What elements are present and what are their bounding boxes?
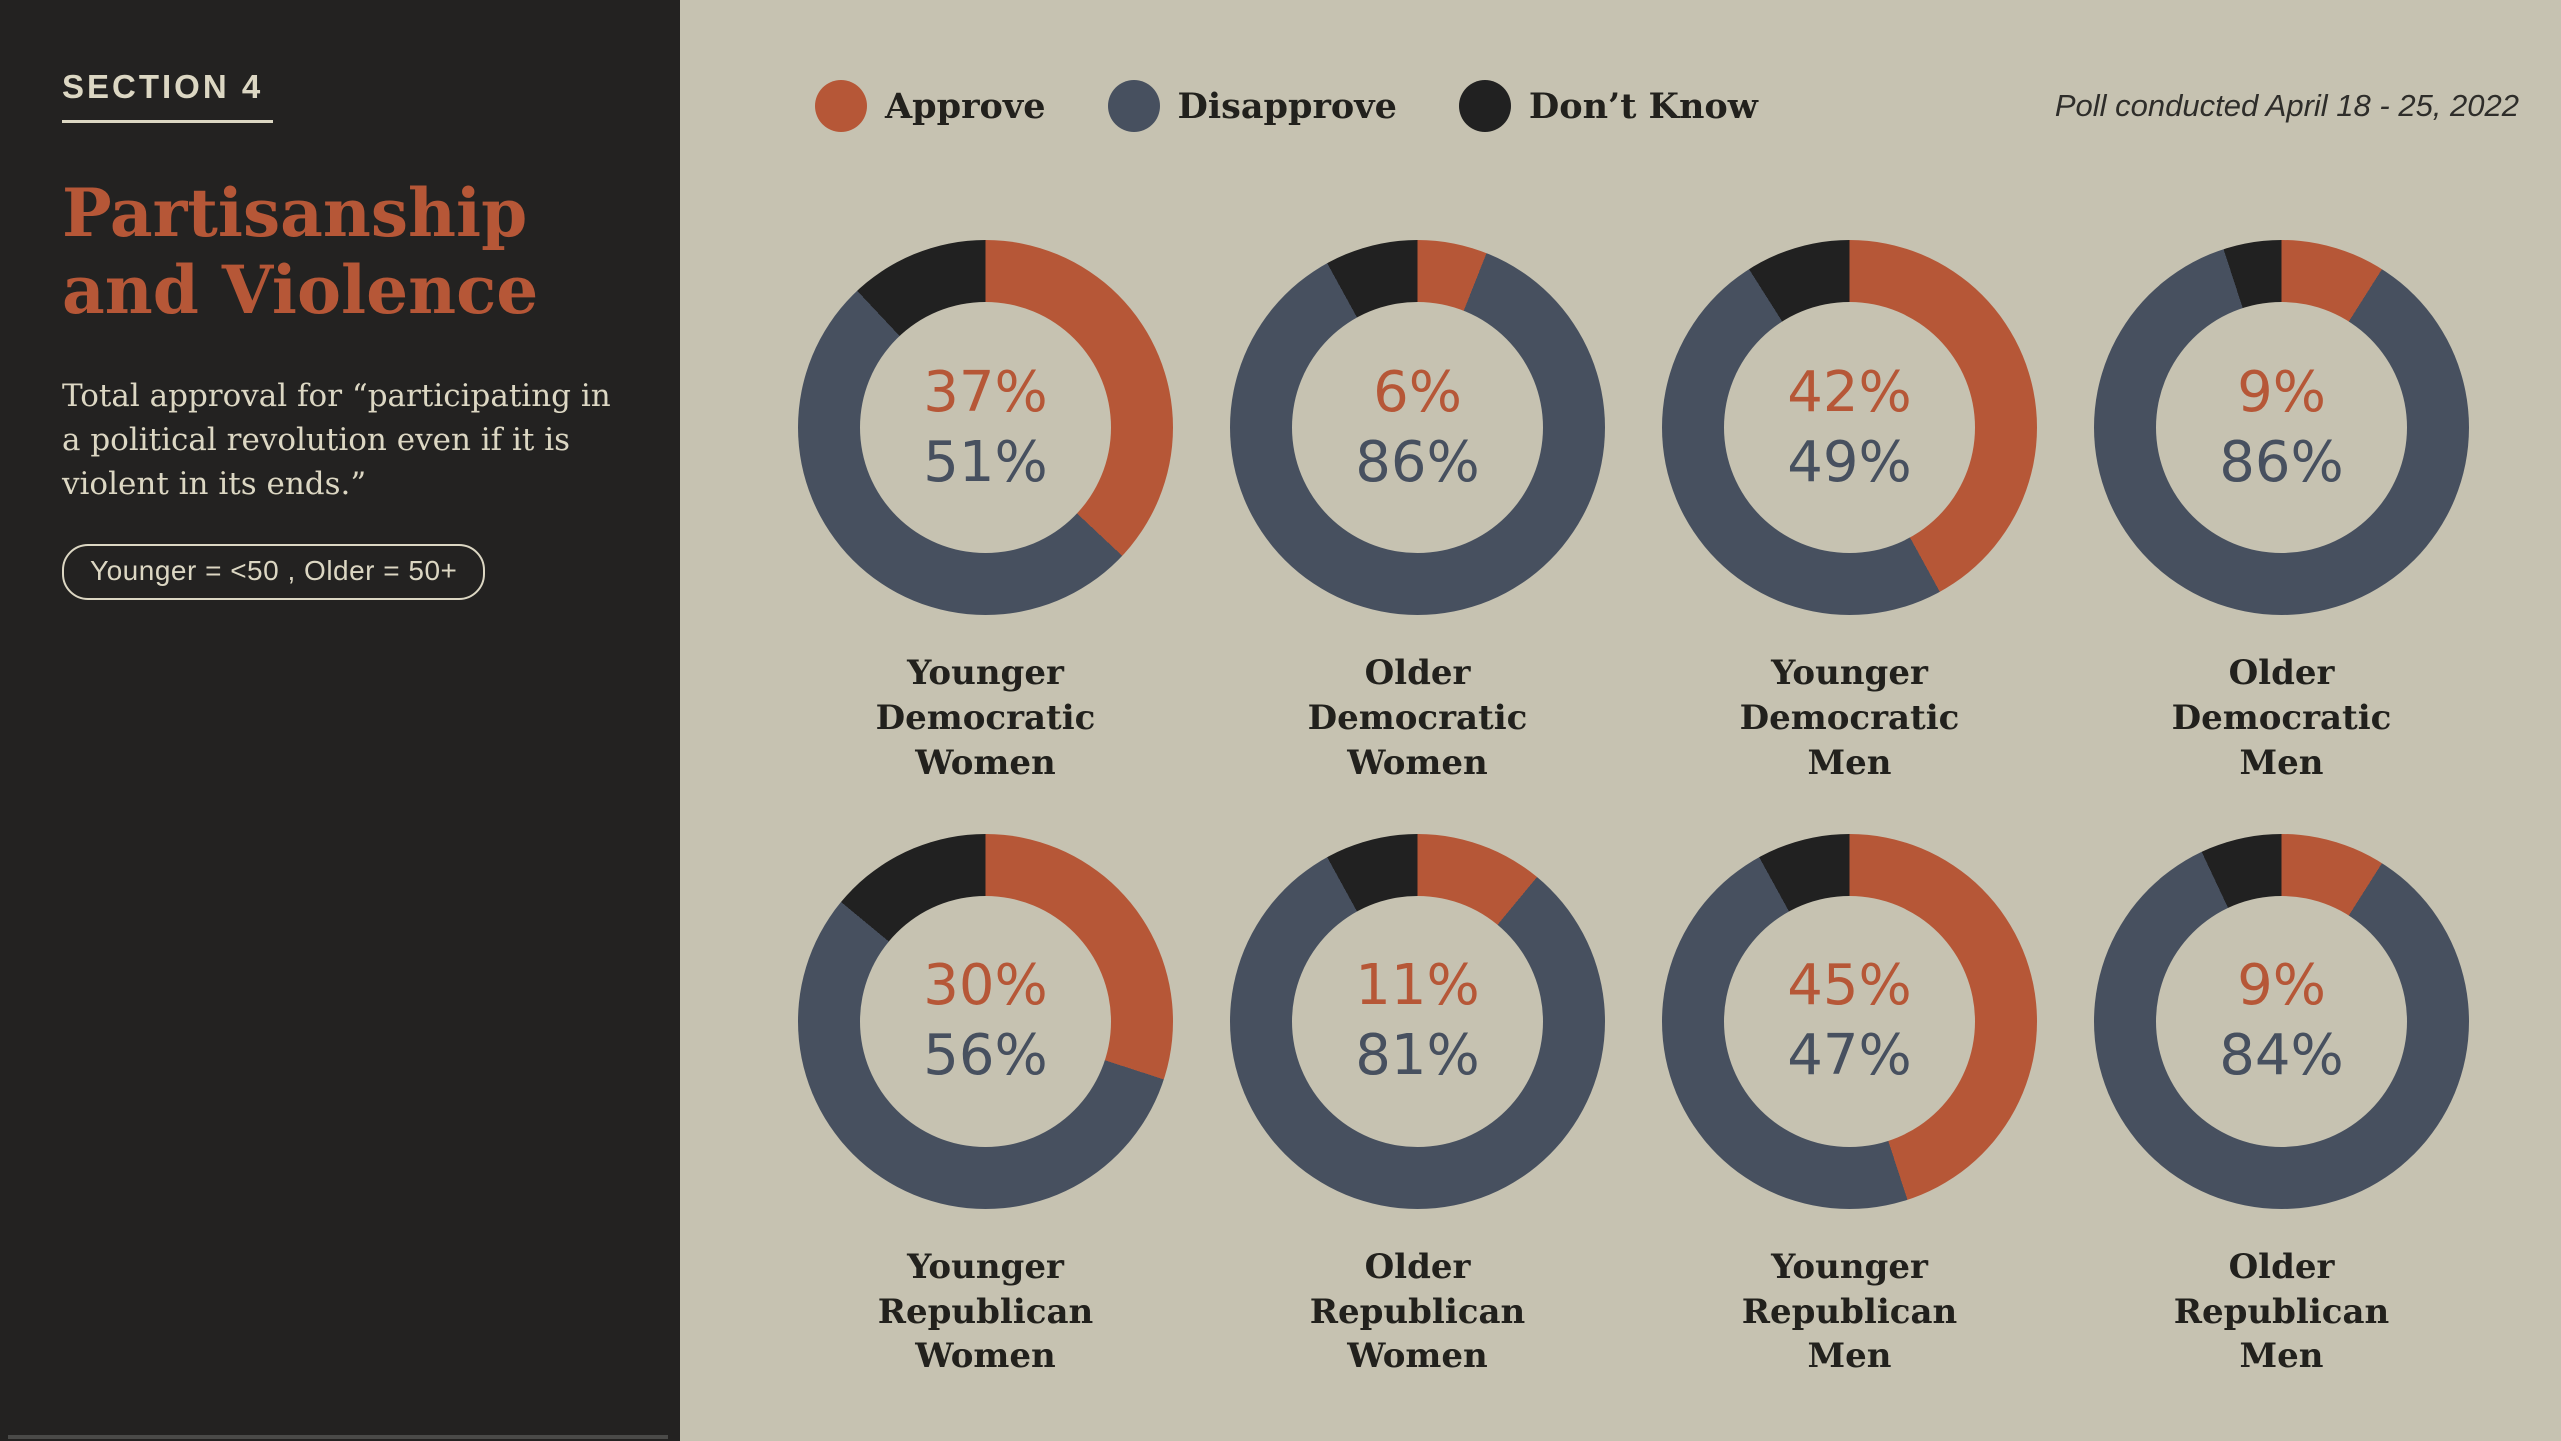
donut-hole: 6% 86% bbox=[1292, 302, 1543, 553]
donut-hole: 45% 47% bbox=[1724, 895, 1975, 1147]
donut-chart-grid: 37% 51% Younger Democratic Women 6% 86% Ol… bbox=[680, 240, 2561, 1379]
poll-date-note: Poll conducted April 18 - 25, 2022 bbox=[2054, 88, 2519, 123]
chart-header: Approve Disapprove Don’t Know Poll condu… bbox=[680, 80, 2561, 132]
donut-hole: 42% 49% bbox=[1724, 302, 1975, 553]
approve-percentage: 9% bbox=[2237, 359, 2326, 425]
donut-ring: 30% 56% bbox=[798, 833, 1173, 1209]
donut-chart: 37% 51% Younger Democratic Women bbox=[798, 240, 1173, 786]
approve-percentage: 11% bbox=[1355, 953, 1480, 1019]
donut-hole: 9% 84% bbox=[2156, 895, 2407, 1147]
section-label: SECTION 4 bbox=[62, 68, 274, 123]
donut-label: Younger Democratic Women bbox=[875, 653, 1096, 783]
donut-chart: 9% 86% Older Democratic Men bbox=[2094, 240, 2469, 786]
page-title: Partisanship and Violence bbox=[62, 174, 539, 329]
legend-item: Approve bbox=[815, 80, 1046, 132]
donut-ring: 45% 47% bbox=[1662, 833, 2037, 1209]
legend-swatch-icon bbox=[1107, 80, 1160, 132]
approve-percentage: 30% bbox=[923, 953, 1048, 1019]
disapprove-percentage: 56% bbox=[923, 1023, 1048, 1089]
disapprove-percentage: 84% bbox=[2219, 1023, 2344, 1089]
description-text: Total approval for “participating in a p… bbox=[62, 378, 611, 503]
legend-swatch-icon bbox=[1458, 80, 1511, 132]
disapprove-percentage: 49% bbox=[1787, 429, 1912, 495]
donut-ring: 11% 81% bbox=[1230, 833, 1605, 1209]
donut-ring: 37% 51% bbox=[798, 240, 1173, 615]
donut-chart: 45% 47% Younger Republican Men bbox=[1662, 833, 2037, 1380]
donut-hole: 9% 86% bbox=[2156, 302, 2407, 553]
donut-label: Older Republican Women bbox=[1309, 1246, 1526, 1377]
donut-label: Younger Democratic Men bbox=[1739, 653, 1960, 783]
legend-item: Disapprove bbox=[1107, 80, 1397, 132]
approve-percentage: 6% bbox=[1373, 359, 1462, 425]
disapprove-percentage: 86% bbox=[1355, 429, 1480, 495]
legend: Approve Disapprove Don’t Know bbox=[815, 80, 1758, 132]
donut-ring: 9% 86% bbox=[2094, 240, 2469, 615]
donut-chart: 9% 84% Older Republican Men bbox=[2094, 833, 2469, 1380]
horizontal-scrollbar-thumb[interactable] bbox=[8, 1435, 668, 1439]
disapprove-percentage: 81% bbox=[1355, 1023, 1480, 1089]
age-definition-pill: Younger = <50 , Older = 50+ bbox=[62, 544, 486, 601]
legend-swatch-icon bbox=[815, 80, 867, 132]
sidebar: SECTION 4 Partisanship and Violence Tota… bbox=[0, 0, 680, 1441]
donut-chart: 6% 86% Older Democratic Women bbox=[1230, 240, 1605, 786]
donut-chart: 11% 81% Older Republican Women bbox=[1230, 833, 1605, 1380]
donut-label: Older Democratic Men bbox=[2171, 653, 2392, 783]
donut-hole: 30% 56% bbox=[860, 895, 1111, 1147]
donut-label: Older Democratic Women bbox=[1307, 653, 1528, 783]
legend-label: Approve bbox=[885, 85, 1046, 127]
donut-label: Younger Republican Women bbox=[877, 1246, 1094, 1377]
donut-label: Younger Republican Men bbox=[1741, 1246, 1958, 1377]
approve-percentage: 42% bbox=[1787, 359, 1912, 425]
donut-hole: 11% 81% bbox=[1292, 895, 1543, 1147]
donut-hole: 37% 51% bbox=[860, 302, 1111, 553]
disapprove-percentage: 47% bbox=[1787, 1023, 1912, 1089]
donut-ring: 42% 49% bbox=[1662, 240, 2037, 615]
legend-label: Disapprove bbox=[1177, 85, 1397, 127]
disapprove-percentage: 51% bbox=[923, 429, 1048, 495]
donut-ring: 6% 86% bbox=[1230, 240, 1605, 615]
approve-percentage: 45% bbox=[1787, 953, 1912, 1019]
chart-area: Approve Disapprove Don’t Know Poll condu… bbox=[680, 0, 2561, 1441]
donut-chart: 42% 49% Younger Democratic Men bbox=[1662, 240, 2037, 786]
legend-label: Don’t Know bbox=[1528, 85, 1758, 127]
donut-chart: 30% 56% Younger Republican Women bbox=[798, 833, 1173, 1380]
approve-percentage: 9% bbox=[2237, 953, 2326, 1019]
donut-ring: 9% 84% bbox=[2094, 833, 2469, 1209]
approve-percentage: 37% bbox=[923, 359, 1048, 425]
legend-item: Don’t Know bbox=[1458, 80, 1758, 132]
donut-label: Older Republican Men bbox=[2173, 1246, 2390, 1377]
disapprove-percentage: 86% bbox=[2219, 429, 2344, 495]
